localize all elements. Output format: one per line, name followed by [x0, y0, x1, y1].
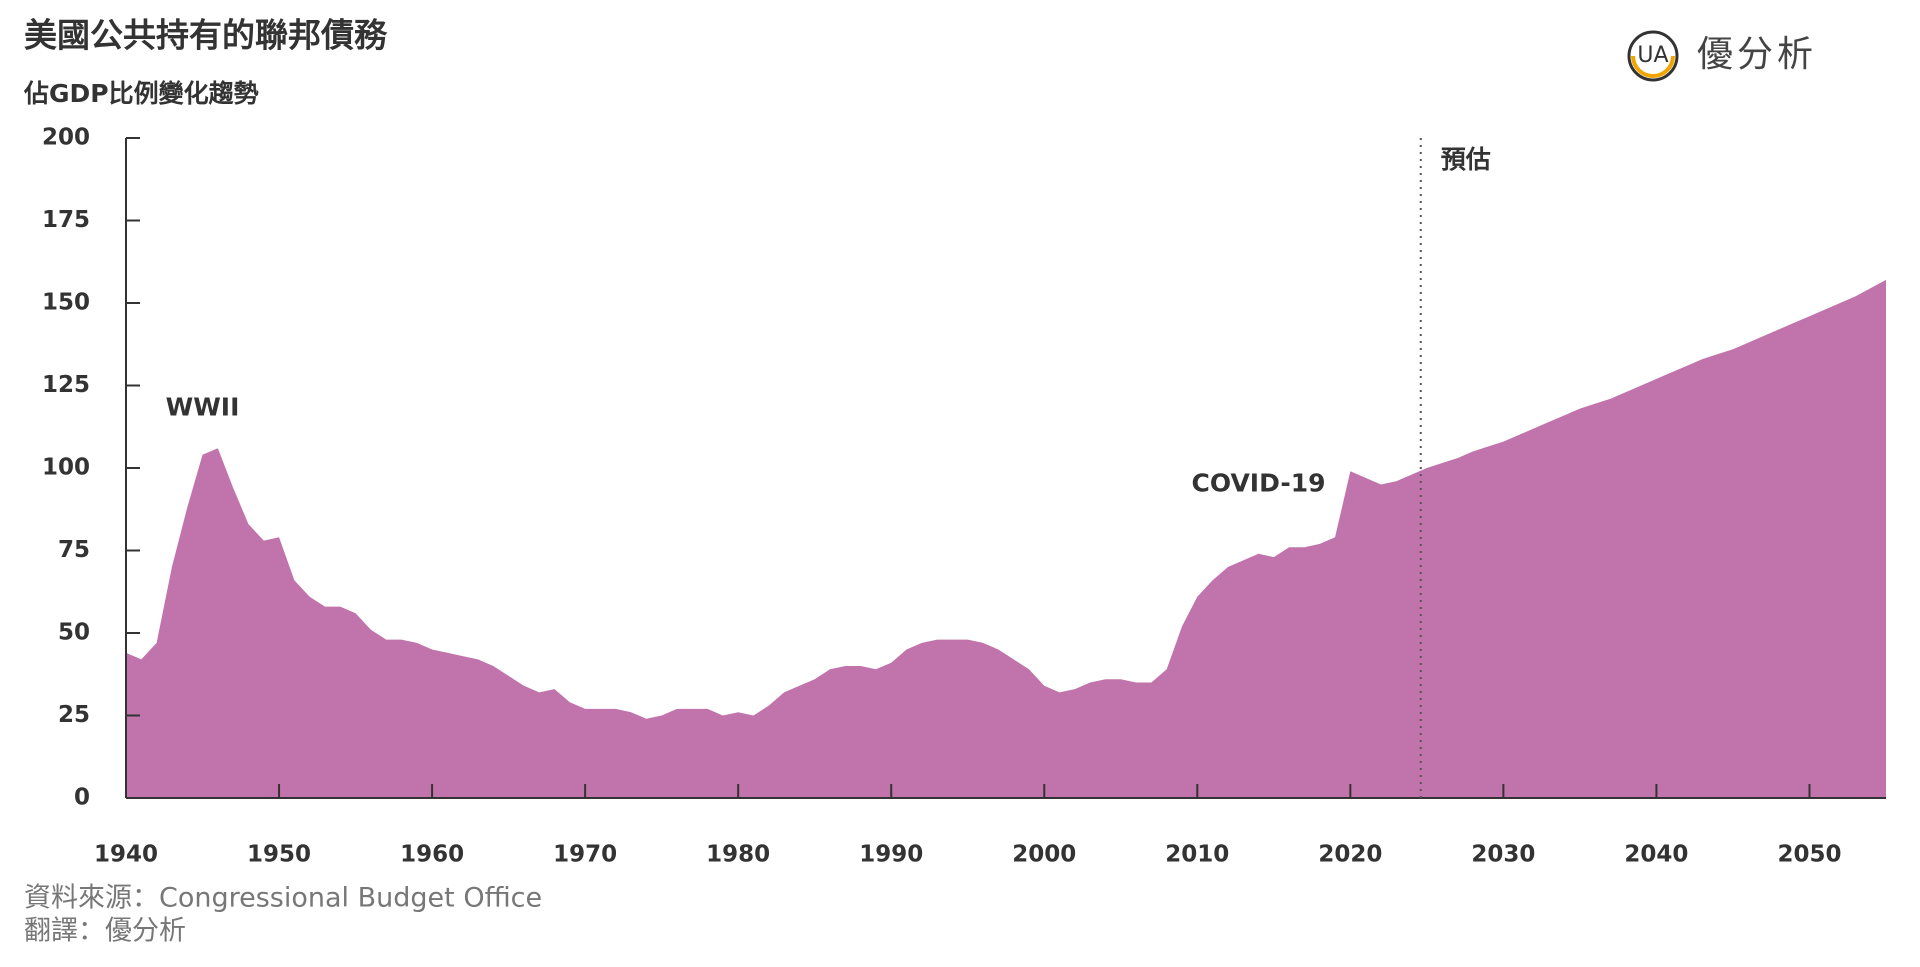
x-tick-label: 2010 — [1165, 842, 1229, 868]
x-tick-label: 2020 — [1318, 842, 1382, 868]
y-tick-label: 150 — [42, 290, 90, 316]
x-tick-label: 1990 — [859, 842, 923, 868]
logo-mark: UA — [1637, 43, 1668, 68]
y-tick-label: 125 — [42, 372, 90, 398]
annotation: WWII — [166, 393, 240, 422]
annotation: COVID-19 — [1192, 469, 1326, 498]
y-tick-label: 0 — [74, 785, 90, 811]
x-tick-label: 1960 — [400, 842, 464, 868]
source: 資料來源：Congressional Budget Office — [24, 883, 542, 914]
y-tick-label: 100 — [42, 455, 90, 481]
x-tick-label: 2040 — [1624, 842, 1688, 868]
y-tick-label: 175 — [42, 207, 90, 233]
x-tick-label: 1970 — [553, 842, 617, 868]
x-tick-label: 2050 — [1777, 842, 1841, 868]
logo-text: 優分析 — [1697, 34, 1817, 75]
x-tick-label: 2000 — [1012, 842, 1076, 868]
y-tick-label: 25 — [58, 702, 90, 728]
logo-ring — [1627, 30, 1679, 82]
translation: 翻譯：優分析 — [24, 916, 186, 947]
x-tick-label: 1980 — [706, 842, 770, 868]
y-tick-label: 50 — [58, 620, 90, 646]
area — [126, 279, 1886, 798]
y-tick-label: 75 — [58, 537, 90, 563]
x-tick-label: 2030 — [1471, 842, 1535, 868]
chart-subtitle: 佔GDP比例變化趨勢 — [23, 79, 259, 108]
x-tick-label: 1940 — [94, 842, 158, 868]
chart-title: 美國公共持有的聯邦債務 — [24, 16, 388, 55]
x-tick-label: 1950 — [247, 842, 311, 868]
logo-arc — [1631, 55, 1675, 78]
forecast-label: 預估 — [1441, 145, 1491, 174]
y-tick-label: 200 — [42, 125, 90, 151]
logo: UA 優分析 — [1627, 30, 1817, 82]
